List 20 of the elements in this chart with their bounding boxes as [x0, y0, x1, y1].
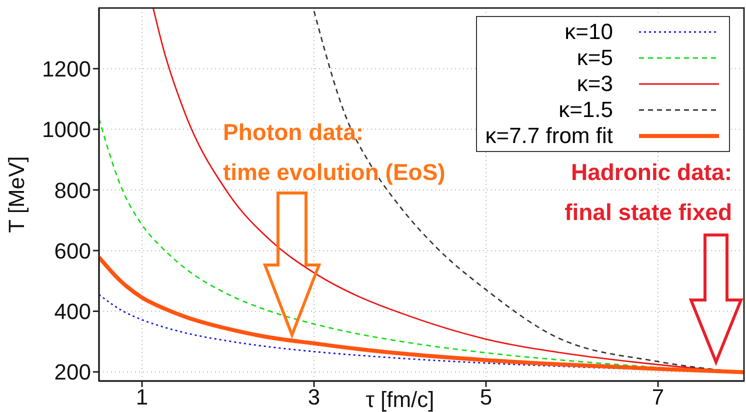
- x-axis-title: τ [fm/c]: [366, 387, 434, 412]
- annotation: Hadronic data: final state fixed: [564, 159, 732, 225]
- legend-label: κ=7.7 from fit: [485, 123, 613, 149]
- y-tick-label: 200: [54, 360, 91, 385]
- x-tick-label: 7: [652, 384, 664, 410]
- y-axis-title: T [MeV]: [4, 156, 29, 233]
- annotation: Photon data: time evolution (EoS): [223, 119, 446, 185]
- legend-label: κ=5: [576, 45, 613, 71]
- legend-label: κ=1.5: [558, 97, 613, 123]
- y-tick-label: 800: [54, 178, 91, 203]
- x-tick-label: 5: [480, 384, 492, 410]
- legend-label: κ=10: [564, 19, 613, 45]
- line-series: [99, 255, 744, 374]
- legend-label: κ=3: [576, 71, 613, 97]
- x-tick-label: 3: [308, 384, 320, 410]
- y-tick-label: 600: [54, 238, 91, 264]
- x-tick-label: 1: [136, 384, 148, 410]
- y-tick-label: 400: [54, 299, 91, 324]
- y-tick-label: 1200: [42, 56, 91, 82]
- y-tick-label: 1000: [42, 117, 91, 142]
